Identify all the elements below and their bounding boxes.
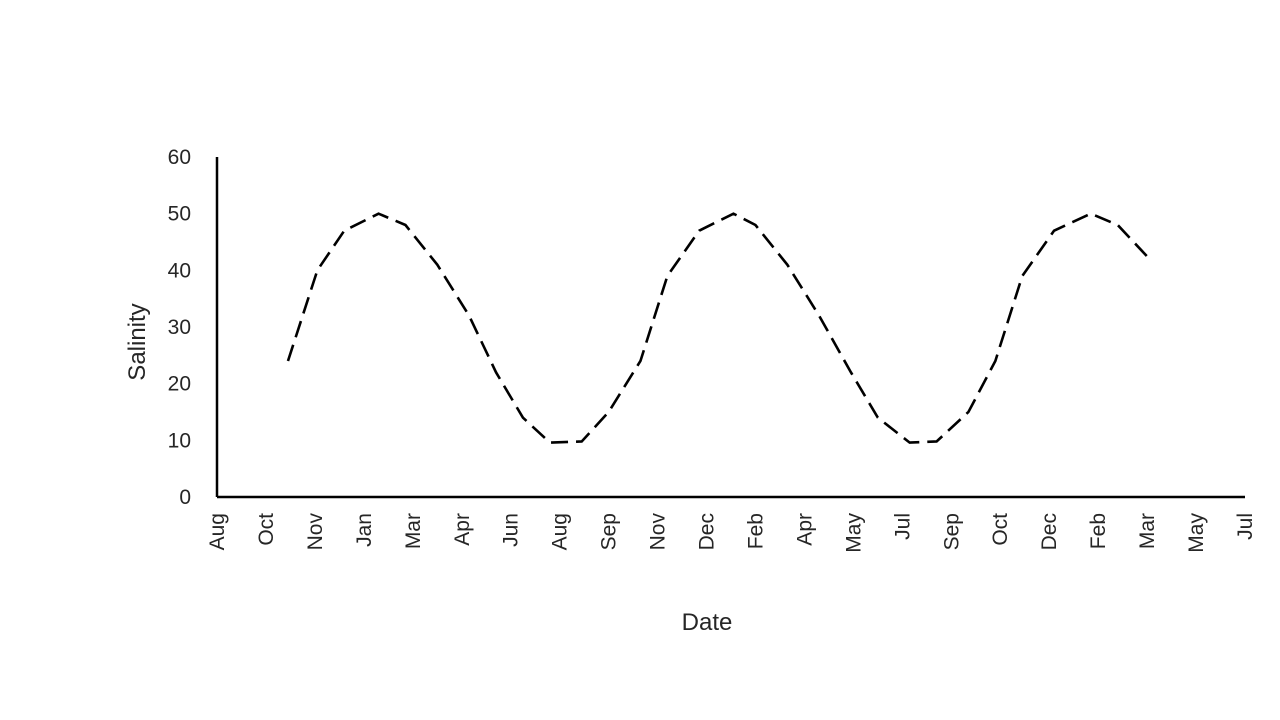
y-tick-label: 40 [168, 259, 191, 282]
y-tick-label: 50 [168, 203, 191, 226]
x-tick-label: Feb [1087, 513, 1110, 549]
y-tick-label: 0 [179, 486, 191, 509]
y-axis-title: Salinity [124, 303, 151, 380]
series-line [286, 212, 1151, 444]
x-tick-label: Aug [206, 513, 229, 550]
y-tick-label: 30 [168, 316, 191, 339]
x-tick-label: Jul [891, 513, 914, 540]
x-tick-label: Apr [793, 513, 816, 546]
x-tick-label: Dec [1038, 513, 1061, 550]
x-tick-label: Jul [1234, 513, 1257, 540]
x-tick-label: Feb [744, 513, 767, 549]
x-tick-label: Jun [500, 513, 523, 547]
y-tick-label: 60 [168, 146, 191, 169]
x-tick-label: May [1185, 513, 1208, 553]
x-tick-label: May [842, 513, 865, 553]
x-tick-label: Sep [940, 513, 963, 550]
y-tick-label: 10 [168, 429, 191, 452]
x-tick-label: Jan [353, 513, 376, 547]
x-tick-label: Oct [989, 513, 1012, 546]
x-tick-label: Nov [304, 513, 327, 551]
x-tick-label: Dec [696, 513, 719, 550]
x-tick-label: Mar [402, 513, 425, 549]
x-tick-label: Oct [255, 513, 278, 546]
x-tick-label: Nov [647, 513, 670, 551]
x-tick-label: Aug [549, 513, 572, 550]
x-axis-ticks: Aug Oct Nov Jan Mar Apr Jun Aug Sep Nov Dec Feb Apr M… [206, 513, 1257, 553]
series-layer [286, 212, 1151, 444]
y-tick-label: 20 [168, 373, 191, 396]
x-axis-title: Date [682, 609, 733, 636]
x-tick-label: Sep [598, 513, 621, 550]
x-tick-label: Apr [451, 513, 474, 546]
x-tick-label: Mar [1136, 513, 1159, 549]
y-axis-ticks: 0 10 20 30 40 50 60 [168, 146, 191, 509]
